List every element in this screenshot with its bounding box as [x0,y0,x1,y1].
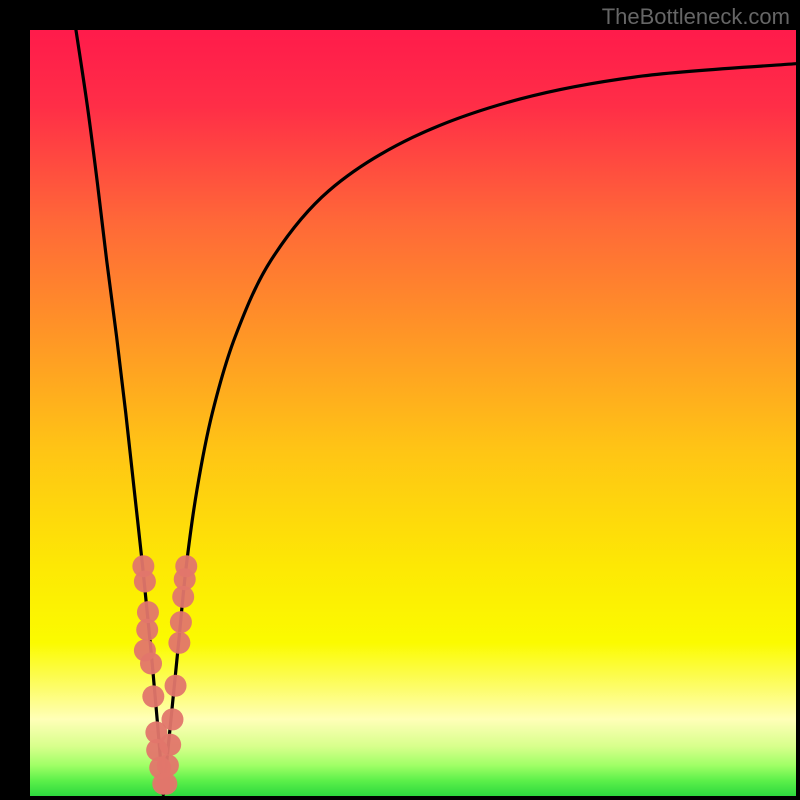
data-point [170,611,192,633]
data-point [136,619,158,641]
plot-area [30,30,796,796]
curve-left-branch [76,30,163,794]
curve-right-branch [163,64,796,795]
data-point [140,652,162,674]
data-point [175,555,197,577]
data-point [142,685,164,707]
chart-container: TheBottleneck.com [0,0,800,800]
data-point [165,675,187,697]
data-point [161,708,183,730]
watermark-text: TheBottleneck.com [602,4,790,30]
data-point [134,571,156,593]
curve-layer [30,30,796,796]
data-point [159,734,181,756]
data-point [168,632,190,654]
data-point [157,754,179,776]
